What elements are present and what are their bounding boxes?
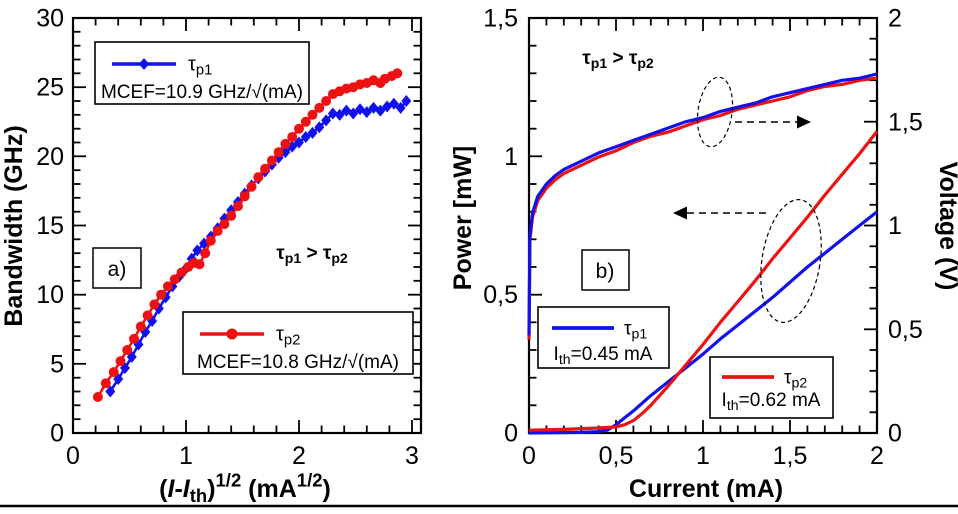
legend-tau-p2-name: τp2 xyxy=(276,324,300,349)
svg-text:1,5: 1,5 xyxy=(483,5,518,33)
mcef-note-tau-p1: MCEF=10.9 GHz/√(mA) xyxy=(101,82,303,103)
panel-b-label-box xyxy=(581,249,630,291)
legend-tau-p1-name: τp1 xyxy=(624,319,647,342)
svg-text:0: 0 xyxy=(66,442,80,470)
svg-text:0: 0 xyxy=(50,420,64,448)
panel-b-callouts xyxy=(673,76,822,324)
svg-text:1: 1 xyxy=(888,212,902,240)
svg-text:10: 10 xyxy=(36,281,64,309)
svg-text:0,5: 0,5 xyxy=(483,281,518,309)
svg-text:1: 1 xyxy=(504,143,518,171)
panel-a-annotation: τp1 > τp2 xyxy=(276,243,348,266)
panel-a-label-box xyxy=(92,247,142,289)
panel-a-label-text: a) xyxy=(108,258,127,281)
svg-text:0,5: 0,5 xyxy=(888,316,923,344)
panel-b-x-axis-title: Current (mA) xyxy=(629,475,783,503)
svg-text:0: 0 xyxy=(504,420,518,448)
panel-a-legend-tau-p2: τp2 xyxy=(182,311,414,375)
svg-text:2: 2 xyxy=(870,442,884,470)
panel-a-x-ticks xyxy=(72,18,413,433)
panel-a-series-tau-p2 xyxy=(92,68,403,402)
panel-b-left-y-tick-labels: 0 0,5 1 1,5 xyxy=(483,5,518,448)
panel-b-annotation: τp1 > τp2 xyxy=(582,48,654,71)
svg-text:25: 25 xyxy=(36,74,64,102)
voltage-axis-arrowhead xyxy=(797,115,811,129)
svg-text:0: 0 xyxy=(522,442,536,470)
mcef-note-tau-p2: MCEF=10.8 GHz/√(mA) xyxy=(197,352,399,373)
svg-text:2: 2 xyxy=(292,442,306,470)
svg-text:2: 2 xyxy=(888,5,902,33)
panel-b-left-y-axis-title: Power [mW] xyxy=(449,146,477,290)
legend-tau-p1-name: τp1 xyxy=(188,54,212,79)
panel-b-label-text: b) xyxy=(596,260,615,283)
panel-a-x-axis-title: (I-Ith)1/2 (mA1/2) xyxy=(159,470,331,507)
svg-text:30: 30 xyxy=(36,5,64,33)
panel-b-series-power-tau-p2 xyxy=(528,130,879,432)
panel-b-x-tick-labels: 0 0,5 1 1,5 2 xyxy=(522,442,884,470)
svg-text:15: 15 xyxy=(36,212,64,240)
legend-tau-p2-threshold: Ith=0.62 mA xyxy=(722,390,821,413)
panel-b-corner-label: b) xyxy=(581,249,630,291)
panel-a-corner-label: a) xyxy=(92,247,142,289)
panel-a-x-tick-labels: 0 1 2 3 xyxy=(66,442,419,470)
panel-b-series-voltage-tau-p1 xyxy=(527,72,878,336)
panel-b-right-y-tick-labels: 0 0,5 1 1,5 2 xyxy=(888,5,923,448)
svg-text:1: 1 xyxy=(696,442,710,470)
legend-tau-p1-threshold: Ith=0.45 mA xyxy=(554,344,653,367)
svg-text:3: 3 xyxy=(405,442,419,470)
svg-text:20: 20 xyxy=(36,143,64,171)
svg-text:1,5: 1,5 xyxy=(773,442,808,470)
svg-text:0,5: 0,5 xyxy=(599,442,634,470)
svg-text:1: 1 xyxy=(179,442,193,470)
svg-text:0: 0 xyxy=(888,420,902,448)
panel-b-right-y-ticks xyxy=(864,17,877,434)
legend-tau-p2-name: τp2 xyxy=(784,368,807,391)
svg-text:5: 5 xyxy=(50,350,64,378)
svg-text:1,5: 1,5 xyxy=(888,108,923,136)
voltage-curves-ellipse xyxy=(696,76,734,148)
power-curves-ellipse xyxy=(760,198,822,324)
power-axis-arrowhead xyxy=(673,206,687,220)
panel-b-right-y-axis-title: Voltage (V) xyxy=(934,162,958,291)
panel-a-legend-tau-p1: τp1 xyxy=(94,41,310,105)
panel-a-y-ticks xyxy=(73,17,421,434)
panel-a-y-axis-title: Bandwidth (GHz) xyxy=(0,125,28,326)
panel-b-series-voltage-tau-p2 xyxy=(527,76,878,340)
panel-a-y-tick-labels: 0 5 10 15 20 25 30 xyxy=(36,5,64,448)
